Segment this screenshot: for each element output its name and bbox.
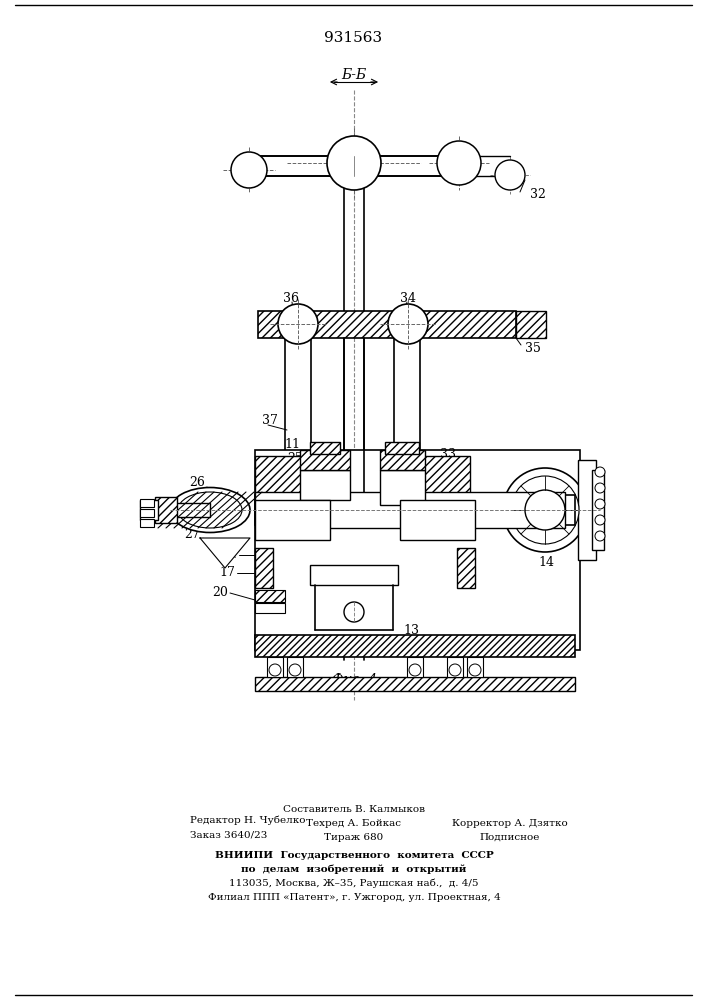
- Text: 113035, Москва, Ж–35, Раушская наб.,  д. 4/5: 113035, Москва, Ж–35, Раушская наб., д. …: [229, 878, 479, 888]
- Bar: [255, 677, 575, 691]
- Bar: [380, 470, 425, 505]
- Bar: [155, 503, 210, 517]
- Text: по  делам  изобретений  и  открытий: по делам изобретений и открытий: [241, 864, 467, 874]
- Circle shape: [388, 304, 428, 344]
- Bar: [140, 499, 154, 507]
- Circle shape: [449, 664, 461, 676]
- Text: Филиал ППП «Патент», г. Ужгород, ул. Проектная, 4: Филиал ППП «Патент», г. Ужгород, ул. Про…: [208, 892, 501, 902]
- Circle shape: [289, 664, 301, 676]
- Circle shape: [495, 160, 525, 190]
- Bar: [258, 311, 516, 338]
- Text: Заказ 3640/23: Заказ 3640/23: [190, 830, 267, 840]
- Circle shape: [344, 602, 364, 622]
- Text: 11: 11: [284, 438, 300, 450]
- Circle shape: [469, 664, 481, 676]
- Bar: [255, 492, 565, 528]
- Text: 25: 25: [287, 452, 303, 464]
- Text: 33: 33: [440, 448, 456, 462]
- Text: 931563: 931563: [324, 31, 382, 45]
- Bar: [255, 456, 310, 511]
- Circle shape: [595, 531, 605, 541]
- Bar: [255, 635, 575, 657]
- Text: Подписное: Подписное: [480, 832, 540, 842]
- Text: Техред А. Бойкас: Техред А. Бойкас: [307, 818, 402, 828]
- Bar: [300, 470, 350, 500]
- Circle shape: [503, 468, 587, 552]
- Bar: [578, 460, 596, 560]
- Bar: [255, 590, 285, 602]
- Bar: [140, 500, 158, 520]
- Circle shape: [595, 499, 605, 509]
- Circle shape: [595, 483, 605, 493]
- Text: Составитель В. Калмыков: Составитель В. Калмыков: [283, 806, 425, 814]
- Circle shape: [278, 304, 318, 344]
- Text: 14: 14: [538, 556, 554, 568]
- Text: Корректор А. Дзятко: Корректор А. Дзятко: [452, 818, 568, 828]
- Bar: [415, 456, 470, 511]
- Bar: [516, 311, 546, 338]
- Bar: [140, 519, 154, 527]
- Circle shape: [327, 136, 381, 190]
- Text: 22: 22: [221, 548, 237, 560]
- Bar: [255, 603, 285, 613]
- Bar: [155, 497, 177, 523]
- Circle shape: [409, 664, 421, 676]
- Bar: [255, 495, 575, 525]
- Bar: [467, 657, 483, 677]
- Bar: [400, 500, 475, 540]
- Bar: [140, 509, 154, 517]
- Bar: [255, 548, 273, 588]
- Text: Фиг. 4: Фиг. 4: [332, 673, 377, 687]
- Text: 26: 26: [189, 477, 205, 489]
- Bar: [287, 657, 303, 677]
- Bar: [300, 450, 350, 470]
- Bar: [255, 500, 330, 540]
- Bar: [267, 657, 283, 677]
- Text: 34: 34: [400, 292, 416, 304]
- Circle shape: [595, 467, 605, 477]
- Text: ВНИИПИ  Государственного  комитета  СССР: ВНИИПИ Государственного комитета СССР: [215, 850, 493, 859]
- Text: Б-Б: Б-Б: [341, 68, 367, 82]
- Text: 32: 32: [530, 188, 546, 202]
- Bar: [255, 450, 580, 650]
- Circle shape: [269, 664, 281, 676]
- Circle shape: [525, 490, 565, 530]
- Text: Редактор Н. Чубелко: Редактор Н. Чубелко: [190, 815, 305, 825]
- Text: 36: 36: [283, 292, 299, 304]
- Text: Тираж 680: Тираж 680: [325, 832, 384, 842]
- Text: 17: 17: [219, 566, 235, 578]
- Polygon shape: [200, 538, 250, 568]
- Circle shape: [437, 141, 481, 185]
- Ellipse shape: [178, 492, 242, 528]
- Bar: [380, 450, 425, 470]
- Ellipse shape: [170, 488, 250, 532]
- Bar: [310, 442, 340, 454]
- Bar: [447, 657, 463, 677]
- Circle shape: [511, 476, 579, 544]
- Bar: [592, 470, 604, 550]
- Bar: [457, 548, 475, 588]
- Text: 27: 27: [185, 528, 200, 542]
- Bar: [407, 657, 423, 677]
- Bar: [310, 565, 398, 585]
- Text: 37: 37: [262, 414, 278, 426]
- Bar: [385, 442, 419, 454]
- Text: 13: 13: [403, 624, 419, 637]
- Circle shape: [231, 152, 267, 188]
- Text: 5: 5: [341, 458, 349, 472]
- Text: 20: 20: [212, 585, 228, 598]
- Text: 35: 35: [525, 342, 541, 355]
- Circle shape: [595, 515, 605, 525]
